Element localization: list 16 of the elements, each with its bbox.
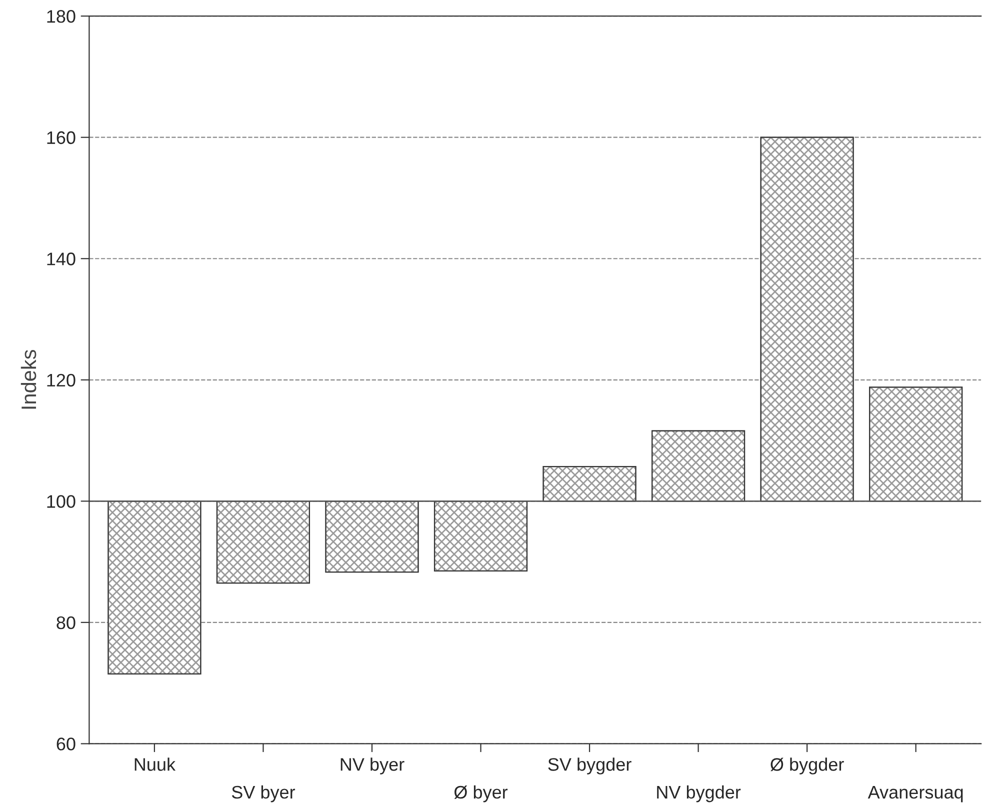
x-tick-label: SV bygder — [548, 758, 632, 774]
y-tick-label: 160 — [47, 131, 76, 144]
x-tick-label: NV byer — [340, 758, 404, 774]
x-tick-label: Nuuk — [134, 758, 176, 771]
x-tick-label: SV byer — [232, 785, 296, 802]
y-tick-label: 180 — [47, 10, 76, 23]
x-tick-label: Avanersuaq — [868, 786, 963, 802]
y-tick-label: 120 — [47, 374, 76, 387]
y-tick-label: 100 — [47, 495, 76, 508]
y-axis-title: Indeks — [20, 350, 36, 409]
x-tick-label: Ø bygder — [770, 758, 844, 774]
x-tick-label: NV bygder — [657, 785, 741, 802]
x-tick-label: Ø byer — [454, 785, 508, 802]
y-tick-label: 80 — [56, 616, 76, 630]
y-tick-label: 140 — [47, 252, 76, 266]
y-tick-label: 60 — [56, 738, 76, 750]
